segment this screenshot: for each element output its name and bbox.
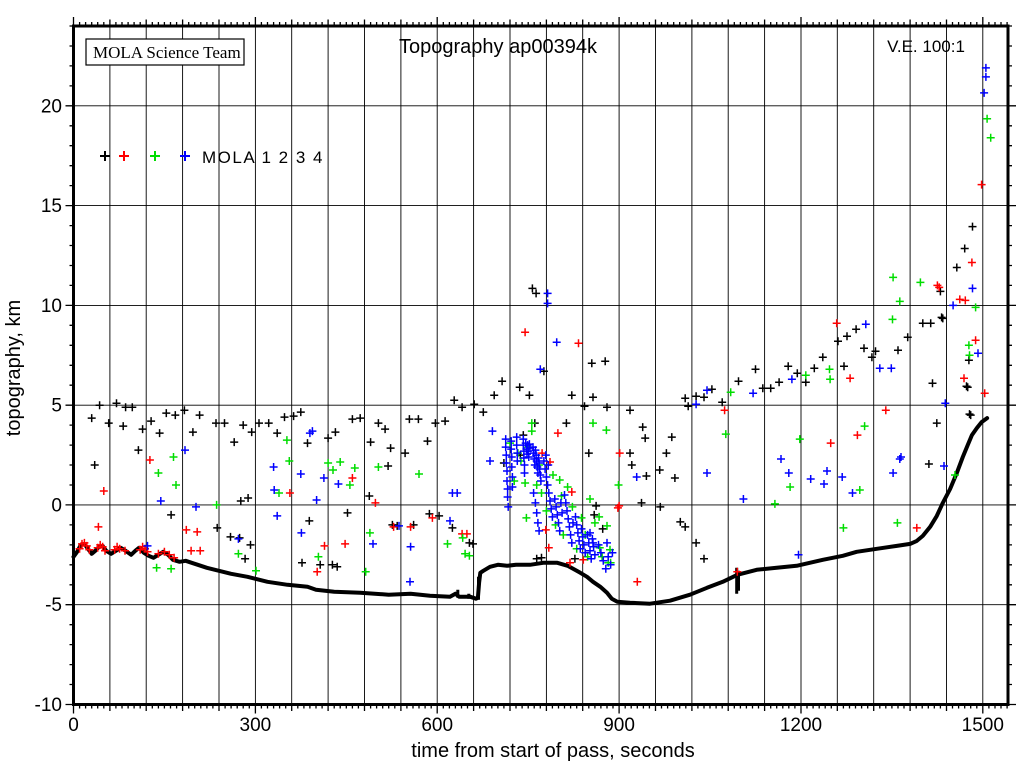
y-axis-title: topography, km [3, 300, 25, 436]
y-tick-label: 10 [41, 296, 62, 317]
legend-marker-mola-1 [100, 151, 110, 161]
tick-label-layer: 0 300 600 900 1200 1500 -10 -5 0 5 10 15 20 [35, 96, 1004, 736]
scatter-series-mola-3 [152, 114, 995, 576]
x-tick-label: 900 [603, 715, 635, 736]
y-tick-label: 15 [41, 196, 62, 217]
vertical-exaggeration-label: V.E. 100:1 [887, 37, 965, 56]
x-axis-ticks [72, 17, 1008, 714]
data-layer [71, 63, 995, 606]
y-tick-label: -5 [45, 595, 62, 616]
y-tick-label: 20 [41, 96, 62, 117]
legend-label: MOLA 1 2 3 4 [202, 148, 324, 167]
x-tick-label: 300 [240, 715, 272, 736]
tick-layer [65, 17, 1016, 714]
credit-box-border [85, 38, 245, 66]
scatter-series-mola-1 [87, 222, 977, 571]
x-tick-label: 600 [421, 715, 453, 736]
scatter-series-mola-4 [143, 63, 990, 586]
credit-box: MOLA Science Team [85, 38, 245, 66]
legend-marker-mola-2 [119, 151, 129, 161]
horizontal-gridlines [73, 105, 1008, 606]
y-tick-label: -10 [35, 695, 62, 716]
grid-layer [73, 26, 1008, 705]
legend-marker-mola-3 [150, 151, 160, 161]
y-axis-ticks [65, 25, 1016, 706]
vertical-gridlines [109, 26, 984, 705]
x-tick-label: 1200 [780, 715, 822, 736]
y-tick-label: 0 [51, 495, 62, 516]
legend-markers [100, 151, 190, 161]
x-axis-title: time from start of pass, seconds [411, 740, 694, 762]
legend-marker-mola-4 [180, 151, 190, 161]
credit-text: MOLA Science Team [93, 43, 241, 62]
x-tick-label: 0 [68, 715, 79, 736]
ground-track-spikes [456, 567, 740, 600]
chart-title: Topography ap00394k [399, 36, 598, 58]
scatter-series-mola-2 [75, 180, 989, 586]
y-tick-label: 5 [51, 396, 62, 417]
legend: MOLA 1 2 3 4 [100, 148, 324, 167]
x-tick-label: 1500 [962, 715, 1004, 736]
